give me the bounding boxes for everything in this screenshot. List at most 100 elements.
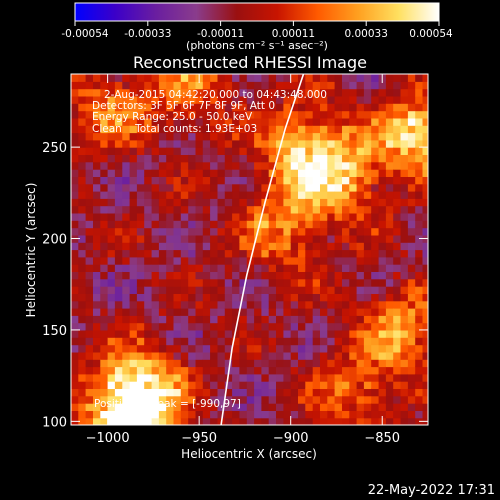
heatmap-cell xyxy=(217,271,226,280)
heatmap-cell xyxy=(268,381,277,389)
heatmap-cell xyxy=(342,205,350,214)
heatmap-cell xyxy=(71,139,79,148)
heatmap-cell xyxy=(305,410,314,419)
heatmap-cell xyxy=(217,337,226,346)
heatmap-cell xyxy=(363,95,372,104)
annotation-detectors: Detectors: 3F 5F 6F 7F 8F 9F, Att 0 xyxy=(92,100,275,112)
heatmap-cell xyxy=(371,198,380,207)
heatmap-cell xyxy=(261,417,270,425)
heatmap-cell xyxy=(224,169,233,177)
heatmap-cell xyxy=(210,139,218,148)
heatmap-cell xyxy=(180,337,189,346)
heatmap-cell xyxy=(85,293,94,302)
heatmap-cell xyxy=(393,351,402,360)
heatmap-cell xyxy=(129,344,138,353)
heatmap-cell xyxy=(188,212,197,221)
heatmap-cell xyxy=(283,315,292,324)
heatmap-cell xyxy=(334,176,343,185)
heatmap-cell xyxy=(173,212,182,221)
heatmap-cell xyxy=(320,373,328,382)
heatmap-cell xyxy=(363,271,372,280)
heatmap-cell xyxy=(393,125,402,134)
heatmap-cell xyxy=(136,183,145,192)
heatmap-cell xyxy=(363,351,372,360)
heatmap-cell xyxy=(144,81,153,90)
heatmap-cell xyxy=(100,337,109,346)
heatmap-cell xyxy=(385,205,394,214)
heatmap-cell xyxy=(283,103,292,112)
heatmap-cell xyxy=(136,198,145,207)
heatmap-cell xyxy=(363,264,372,272)
heatmap-cell xyxy=(217,256,226,265)
heatmap-cell xyxy=(122,308,131,316)
heatmap-cell xyxy=(276,242,284,251)
heatmap-cell xyxy=(202,234,211,243)
heatmap-cell xyxy=(195,351,204,360)
y-tick-label: 200 xyxy=(42,233,67,248)
heatmap-cell xyxy=(239,417,248,425)
heatmap-cell xyxy=(129,154,138,163)
heatmap-cell xyxy=(268,81,277,90)
heatmap-cell xyxy=(283,308,292,316)
heatmap-cell xyxy=(422,161,428,170)
heatmap-cell xyxy=(158,381,167,389)
heatmap-cell xyxy=(217,81,226,90)
heatmap-cell xyxy=(261,373,270,382)
heatmap-cell xyxy=(210,95,218,104)
heatmap-cell xyxy=(239,74,248,82)
heatmap-cell xyxy=(71,154,79,163)
heatmap-cell xyxy=(202,308,211,316)
heatmap-cell xyxy=(422,191,428,199)
heatmap-cell xyxy=(129,322,138,331)
heatmap-cell xyxy=(268,88,277,97)
heatmap-cell xyxy=(100,110,109,119)
heatmap-cell xyxy=(239,315,248,324)
heatmap-cell xyxy=(107,110,116,119)
heatmap-cell xyxy=(114,271,123,280)
heatmap-cell xyxy=(202,403,211,411)
heatmap-cell xyxy=(393,293,402,302)
heatmap-cell xyxy=(136,176,145,185)
heatmap-cell xyxy=(378,132,387,141)
heatmap-cell xyxy=(312,293,321,302)
heatmap-cell xyxy=(246,242,255,251)
heatmap-cell xyxy=(305,308,314,316)
heatmap-cell xyxy=(195,403,204,411)
heatmap-cell xyxy=(385,308,394,316)
heatmap-cell xyxy=(78,293,87,302)
heatmap-cell xyxy=(217,322,226,331)
heatmap-cell xyxy=(290,220,299,229)
heatmap-cell xyxy=(393,344,402,353)
heatmap-cell xyxy=(400,300,409,309)
heatmap-cell xyxy=(144,176,153,185)
heatmap-cell xyxy=(378,176,387,185)
heatmap-cell xyxy=(202,161,211,170)
heatmap-cell xyxy=(136,81,145,90)
heatmap-cell xyxy=(254,81,262,90)
heatmap-cell xyxy=(100,103,109,112)
heatmap-cell xyxy=(334,249,343,258)
heatmap-cell xyxy=(210,191,218,199)
heatmap-cell xyxy=(320,403,328,411)
heatmap-cell xyxy=(239,147,248,155)
heatmap-cell xyxy=(371,103,380,112)
heatmap-cell xyxy=(312,220,321,229)
heatmap-cell xyxy=(129,74,138,82)
heatmap-cell xyxy=(283,388,292,397)
heatmap-cell xyxy=(268,373,277,382)
heatmap-cell xyxy=(290,395,299,404)
heatmap-cell xyxy=(210,154,218,163)
heatmap-cell xyxy=(100,191,109,199)
heatmap-cell xyxy=(107,329,116,338)
heatmap-cell xyxy=(298,95,306,104)
heatmap-cell xyxy=(312,161,321,170)
heatmap-cell xyxy=(122,278,131,287)
heatmap-cell xyxy=(232,110,240,119)
heatmap-cell xyxy=(356,198,365,207)
heatmap-cell xyxy=(400,344,409,353)
heatmap-cell xyxy=(268,410,277,419)
heatmap-cell xyxy=(393,264,402,272)
heatmap-cell xyxy=(327,264,336,272)
heatmap-cell xyxy=(254,322,262,331)
heatmap-cell xyxy=(114,337,123,346)
